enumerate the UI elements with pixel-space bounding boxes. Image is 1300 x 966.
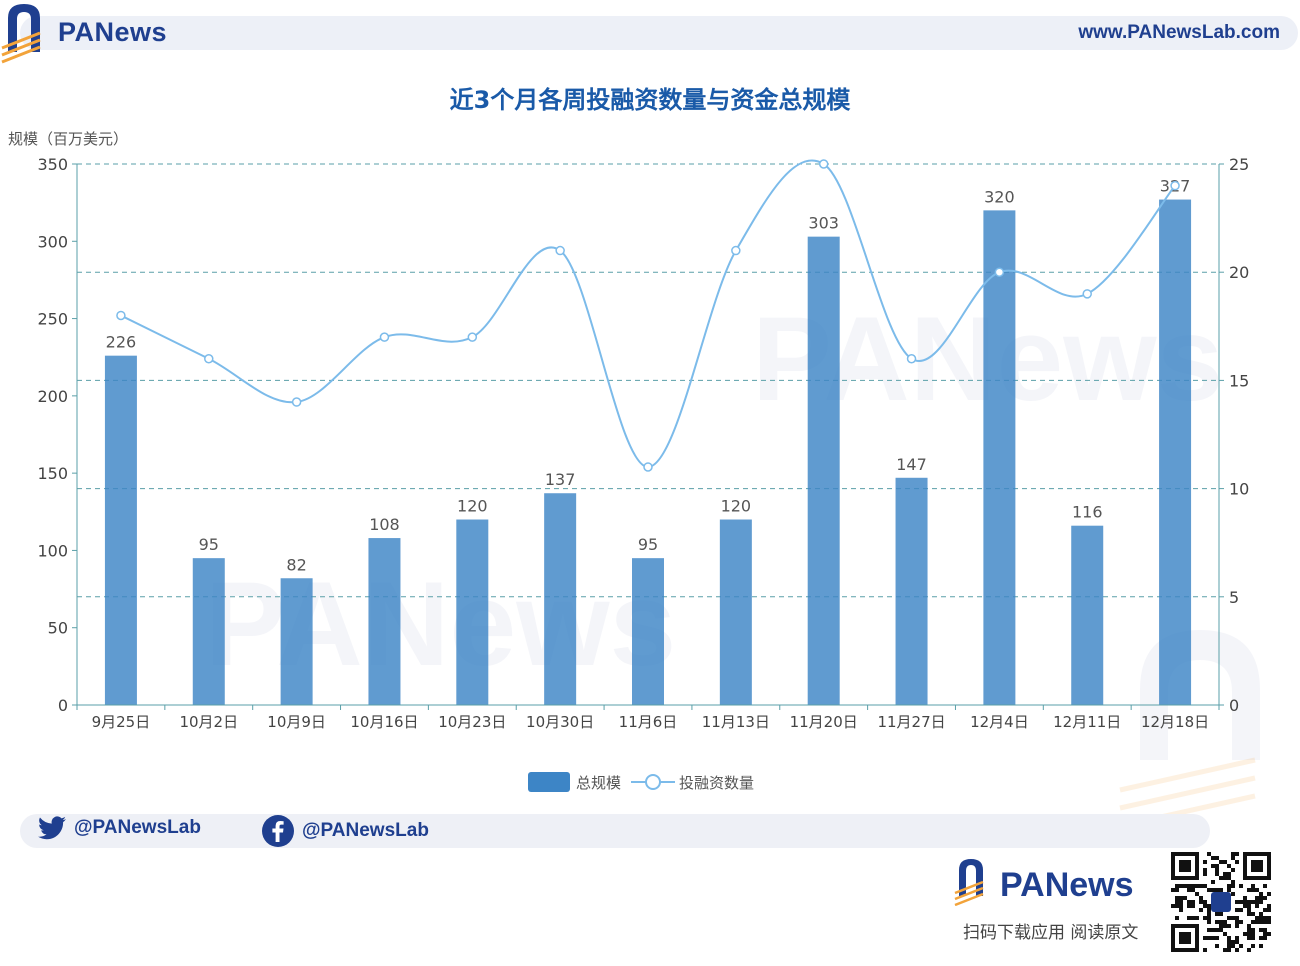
qr-code-icon[interactable]: [1171, 852, 1271, 952]
bar-data-label: 116: [1072, 503, 1103, 522]
bar[interactable]: [544, 493, 577, 705]
facebook-handle-text: @PANewsLab: [302, 820, 429, 841]
twitter-handle[interactable]: @PANewsLab: [38, 811, 201, 845]
watermark-logo-lower: PANews: [205, 557, 676, 691]
bar-data-label: 226: [106, 333, 137, 352]
line-point[interactable]: [555, 245, 565, 256]
bar[interactable]: [1159, 199, 1192, 705]
line-point[interactable]: [731, 245, 741, 256]
qr-pattern: [1171, 852, 1271, 952]
x-tick-label: 11月13日: [702, 713, 770, 731]
chart-legend: 总规模 投融资数量: [528, 771, 754, 793]
bar-data-label: 303: [808, 214, 839, 233]
social-bar: [20, 814, 1210, 848]
bar-data-label: 95: [638, 535, 658, 554]
x-tick-label: 10月23日: [438, 713, 506, 731]
legend-bar-swatch: [528, 772, 570, 792]
bar[interactable]: [104, 355, 137, 705]
y-right-tick-label: 25: [1229, 155, 1249, 174]
footer-brand-name: PANews: [1000, 866, 1134, 904]
footer-logo-icon: [954, 859, 984, 906]
bar[interactable]: [280, 578, 313, 705]
bar-data-label: 137: [545, 470, 576, 489]
bar[interactable]: [983, 210, 1016, 705]
x-tick-label: 12月4日: [970, 713, 1029, 731]
line-point[interactable]: [906, 354, 917, 364]
y-right-tick-label: 20: [1229, 263, 1249, 282]
bar-data-label: 95: [199, 535, 219, 554]
site-url-link[interactable]: www.PANewsLab.com: [1078, 22, 1280, 43]
bar[interactable]: [368, 538, 401, 705]
bar-data-label: 82: [286, 555, 306, 574]
bar-data-label: 120: [721, 497, 752, 516]
line-point[interactable]: [291, 397, 302, 407]
line-point[interactable]: [467, 332, 478, 342]
x-tick-label: 9月25日: [92, 713, 151, 731]
watermark-corner-icon: [1140, 630, 1260, 760]
bar[interactable]: [192, 558, 225, 705]
bar[interactable]: [807, 236, 840, 706]
chart-title: 近3个月各周投融资数量与资金总规模: [449, 86, 851, 114]
bar[interactable]: [1071, 525, 1104, 705]
legend-series-line-label: 投融资数量: [679, 773, 755, 792]
header-brand-name: PANews: [58, 17, 168, 47]
bar[interactable]: [895, 477, 928, 705]
y-axis-left-label: 规模（百万美元）: [8, 130, 129, 148]
y-left-tick-label: 0: [58, 696, 68, 715]
y-left-tick-label: 100: [37, 541, 68, 560]
line-point[interactable]: [204, 354, 214, 364]
line-point[interactable]: [818, 159, 829, 169]
bar-data-label: 147: [896, 455, 927, 474]
line-point[interactable]: [379, 332, 390, 342]
facebook-handle[interactable]: @PANewsLab: [262, 814, 429, 848]
x-tick-label: 10月16日: [350, 713, 418, 731]
bar-data-label: 108: [369, 515, 400, 534]
bar-data-label: 320: [984, 187, 1015, 206]
twitter-handle-text: @PANewsLab: [74, 817, 201, 838]
y-left-tick-label: 300: [37, 232, 68, 251]
bar[interactable]: [632, 558, 664, 705]
x-tick-label: 12月18日: [1141, 713, 1209, 731]
line-point[interactable]: [643, 462, 653, 472]
bar[interactable]: [456, 519, 489, 705]
x-tick-label: 11月27日: [877, 713, 945, 731]
y-right-tick-label: 15: [1229, 371, 1249, 390]
bar-data-label: 120: [457, 497, 488, 516]
x-tick-label: 10月9日: [267, 713, 326, 731]
header-bar: [20, 16, 1298, 50]
y-right-tick-label: 0: [1229, 696, 1239, 715]
x-tick-label: 11月20日: [790, 713, 858, 731]
panews-logo-icon: [1, 4, 41, 64]
facebook-icon: [262, 815, 294, 847]
series-line: [120, 159, 1176, 468]
line-point[interactable]: [994, 267, 1005, 277]
line-point[interactable]: [116, 310, 126, 321]
legend-series-bar-label: 总规模: [576, 773, 622, 792]
y-left-tick-label: 350: [37, 155, 68, 174]
y-left-tick-label: 250: [37, 310, 68, 329]
x-tick-label: 10月30日: [526, 713, 594, 731]
footer-caption: 扫码下载应用 阅读原文: [963, 923, 1139, 943]
y-right-tick-label: 10: [1229, 480, 1249, 499]
twitter-icon: [38, 816, 66, 840]
legend-line-swatch: [631, 774, 676, 790]
y-left-tick-label: 150: [37, 464, 68, 483]
bar[interactable]: [719, 519, 752, 705]
line-point[interactable]: [1082, 289, 1092, 299]
y-left-tick-label: 50: [48, 619, 68, 638]
x-tick-label: 12月11日: [1053, 713, 1121, 731]
x-tick-label: 11月6日: [619, 713, 678, 731]
y-right-tick-label: 5: [1229, 588, 1239, 607]
line-point[interactable]: [1170, 180, 1180, 191]
y-left-tick-label: 200: [37, 387, 68, 406]
x-tick-label: 10月2日: [179, 713, 238, 731]
